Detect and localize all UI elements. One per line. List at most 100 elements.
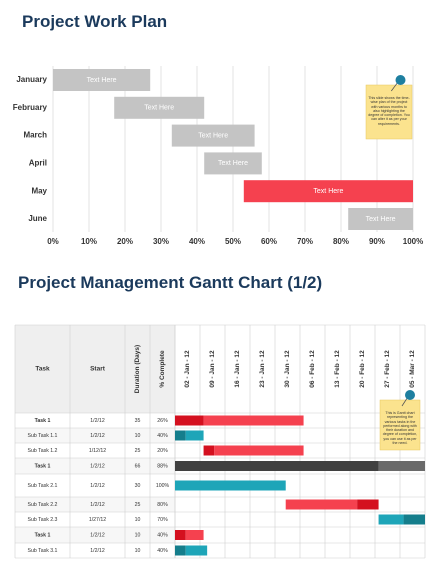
x-tick-label: 10% [81,237,97,246]
chart-title: Project Work Plan [22,12,167,31]
gantt-bar [185,430,204,441]
pin-head [405,390,415,400]
table-cell: Sub Task 2.1 [28,483,58,489]
table-cell: 25 [135,502,141,508]
table-cell: 1/2/12 [90,433,105,439]
table-cell: 40% [157,433,168,439]
table-cell: 10 [135,433,141,439]
note-box: This slide shows the time-wise plan of t… [368,96,410,126]
gantt-bar [175,530,186,540]
bar-label: Text Here [313,188,343,195]
x-tick-label: 80% [333,237,349,246]
table-cell: Task 1 [35,418,51,424]
x-tick-label: 20% [117,237,133,246]
chart-title: Project Management Gantt Chart (1/2) [18,273,322,292]
gantt-bar [378,514,404,525]
bar [243,180,413,203]
x-tick-label: 70% [297,237,313,246]
note-text: This slide shows the time-wise plan of t… [368,96,410,126]
date-header: 27 - Feb - 12 [384,350,391,388]
table-cell: 80% [157,502,168,508]
table-cell: 100% [156,483,170,489]
pin-needle [401,397,408,407]
table-cell: 70% [157,517,168,523]
bar-label: Text Here [218,160,248,167]
gantt-bar [175,415,204,426]
table-cell: Sub Task 1.2 [28,448,58,454]
x-tick-label: 50% [225,237,241,246]
bar-label: Text Here [198,132,228,139]
table-cell: 1/12/12 [89,448,106,454]
row-background [15,413,175,428]
gantt-bar [378,461,425,471]
gantt-bar [203,445,215,456]
row-background [15,458,175,474]
table-cell: 1/2/12 [90,463,105,469]
table-cell: 40% [157,548,168,554]
date-header: 23 - Jan - 12 [259,350,266,388]
x-tick-label: 40% [189,237,205,246]
row-background [15,497,175,512]
date-header: 09 - Jan - 12 [209,350,216,388]
table-cell: 25 [135,448,141,454]
header-background [15,325,175,413]
category-label: January [16,75,47,84]
table-cell: Sub Task 2.3 [28,517,58,523]
gantt-bar [175,461,379,471]
column-header: Start [90,366,106,373]
date-header: 16 - Jan - 12 [234,350,241,388]
x-tick-label: 100% [403,237,423,246]
column-header: % Complete [159,350,166,388]
category-label: June [28,214,47,223]
table-cell: 1/2/12 [90,502,105,508]
row-background [15,512,175,527]
table-cell: 1/27/12 [89,517,106,523]
date-header: 20 - Feb - 12 [359,350,366,388]
table-cell: Sub Task 3.1 [28,548,58,554]
gantt-bar [185,530,204,540]
column-header: Duration (Days) [134,345,141,393]
table-cell: Sub Task 1.1 [28,433,58,439]
row-background [15,428,175,443]
bar [114,96,205,119]
bar [53,69,151,91]
table-cell: 10 [135,532,141,538]
gantt-bar [285,499,358,510]
gantt-bar [403,514,425,525]
table-cell: 1/2/12 [90,418,105,424]
pin-needle [390,82,398,92]
bar-label: Text Here [144,105,174,112]
table-cell: 1/2/12 [90,548,105,554]
table-cell: 10 [135,517,141,523]
gantt-bar [175,430,186,441]
note-box: This is Gantt chart representing the var… [382,411,418,446]
row-background [15,443,175,458]
table-cell: Sub Task 2.2 [28,502,58,508]
bar [348,208,413,230]
sticky-note [379,399,421,451]
row-background [15,474,175,497]
gantt-bar [357,499,379,510]
gantt-bar [214,445,304,456]
x-tick-label: 30% [153,237,169,246]
date-header: 13 - Feb - 12 [334,350,341,388]
table-cell: 88% [157,463,168,469]
category-label: February [13,103,48,112]
table-cell: 30 [135,483,141,489]
category-label: April [29,159,47,168]
column-header: Task [35,366,50,373]
gantt-bar [175,480,286,491]
table-cell: 10 [135,548,141,554]
row-background [15,527,175,543]
bar [171,124,255,147]
date-header: 02 - Jan - 12 [184,350,191,388]
x-tick-label: 90% [369,237,385,246]
bar [204,152,262,175]
pin-head [395,75,406,85]
date-header: 06 - Feb - 12 [309,350,316,388]
table-cell: Task 1 [35,463,51,469]
note-text: This is Gantt chart representing the var… [382,411,418,446]
gantt-bar [185,545,208,556]
category-label: March [23,131,47,140]
